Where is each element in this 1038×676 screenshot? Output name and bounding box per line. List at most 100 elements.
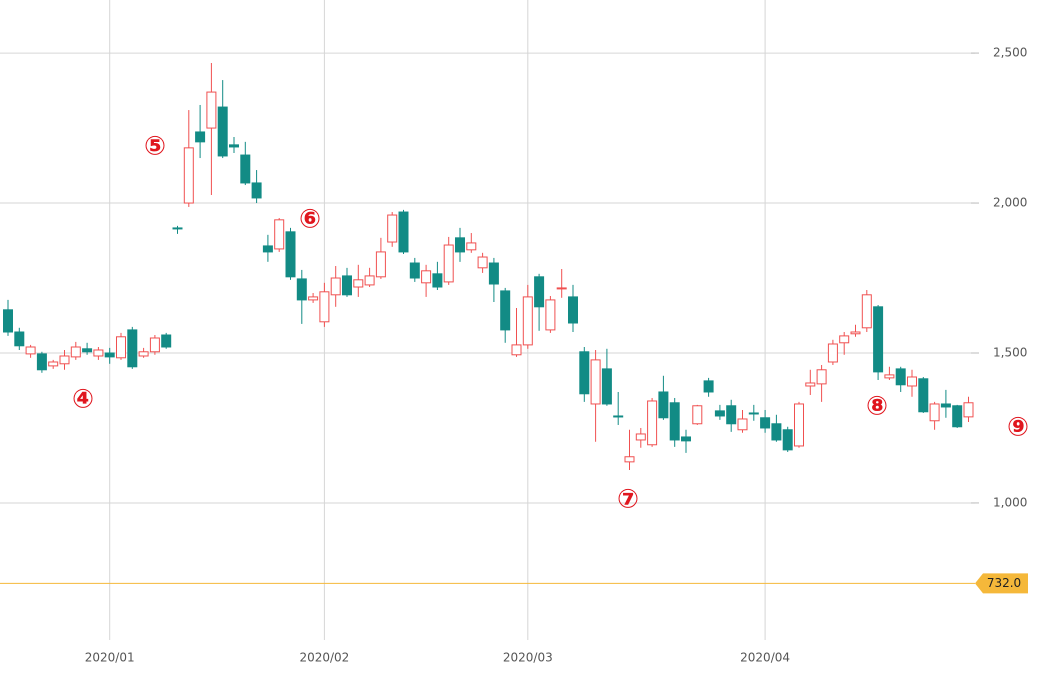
candle-body [940,403,951,408]
candle-body [364,275,375,286]
candle-body [217,106,228,157]
candle-body [794,403,804,447]
candle-body [601,368,612,405]
candle-body [669,402,680,441]
candle-body [737,418,748,431]
candle-body [195,131,206,143]
x-tick-label: 2020/02 [299,651,349,665]
candle-body [556,287,567,290]
candle-body [884,374,895,379]
candle-body [895,368,906,386]
candle-body [240,154,251,184]
candle-body [805,382,816,387]
annotation: ④ [72,385,94,415]
x-tick-label: 2020/04 [740,651,790,665]
candle-body [568,296,578,324]
price-tag-label: 732.0 [987,576,1021,590]
candle-body [873,306,884,373]
candle-body [839,335,850,344]
candle-body [466,242,477,251]
candle-body [488,262,499,285]
candle-body [149,337,160,353]
candle-body [522,296,533,346]
candle-body [296,278,307,301]
candle-body [262,245,273,253]
candle-body [409,262,420,279]
annotation: ⑦ [617,485,639,515]
candle-body [319,291,330,323]
x-tick-label: 2020/01 [85,651,135,665]
candle-body [36,353,47,371]
candle-body [342,275,352,296]
candle-body [229,144,239,148]
candle-body [703,380,714,393]
candle-body [816,369,827,385]
candle-body [748,412,759,415]
candle-body [116,336,126,359]
candle-body [771,423,782,441]
candle-body [70,346,81,358]
candle-body [59,355,70,365]
candle-body [93,349,104,357]
candle-body [432,273,443,288]
candle-body [907,376,917,387]
candle-body [692,405,703,425]
candle-body [387,214,398,243]
candle-body [443,244,454,283]
candle-body [545,299,556,331]
annotation: ⑥ [299,205,321,235]
y-tick-label: 1,500 [993,345,1027,359]
y-tick-label: 2,000 [993,196,1027,210]
candle-body [14,331,25,347]
candle-body [579,351,590,395]
candle-body [635,433,646,441]
candle-body [714,410,725,417]
candle-body [172,227,183,230]
candle-body [861,294,872,329]
candle-body [827,343,838,363]
candle-body [421,270,432,284]
x-tick-label: 2020/03 [503,651,553,665]
candle-body [929,403,940,422]
annotation: ⑧ [866,392,888,422]
candle-body [511,344,522,356]
price-tag [975,573,1028,594]
candle-body [274,219,285,250]
candle-body [455,237,465,253]
candle-body [104,352,115,358]
candle-body [647,400,658,446]
y-tick-label: 2,500 [993,46,1027,60]
candle-body [285,231,296,278]
candle-body [850,331,861,335]
candle-body [330,277,341,296]
candle-body [308,296,319,301]
candle-body [251,182,262,199]
candle-body [161,334,172,348]
candle-body [760,417,771,429]
candle-body [82,348,93,353]
candle-body [477,256,488,269]
candle-body [206,91,217,129]
candle-body [138,351,149,357]
candle-body [48,361,59,367]
candle-body [25,346,36,355]
candle-body [353,279,364,288]
candle-body [534,276,545,308]
candle-body [500,290,511,331]
candle-body [681,436,691,442]
candle-body [590,359,601,405]
candle-body [952,405,963,428]
annotation: ⑤ [144,132,166,162]
candle-body [375,251,386,278]
candle-body [782,429,793,451]
candle-body [624,456,635,463]
candle-body [658,391,669,419]
candle-body [726,405,737,425]
candle-body [613,415,624,418]
candle-body [127,329,138,368]
candle-body [398,211,409,253]
candle-body [3,309,13,333]
y-tick-label: 1,000 [993,495,1027,509]
annotation: ⑨ [1007,413,1029,443]
